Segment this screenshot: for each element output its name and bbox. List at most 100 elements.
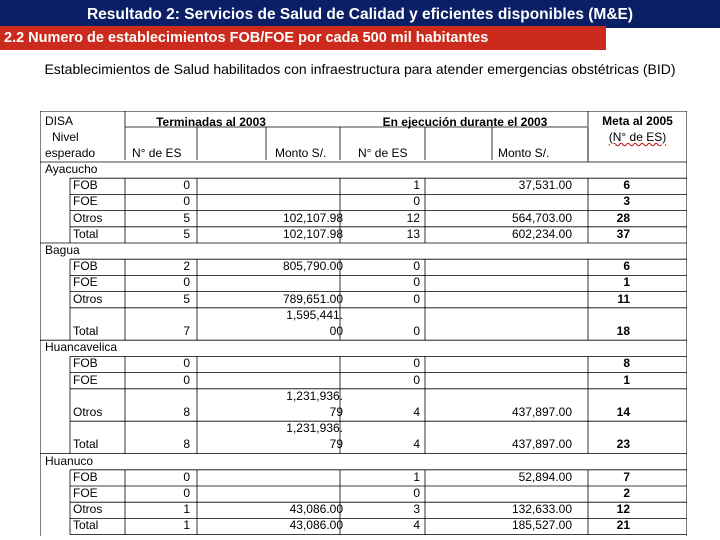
table-grid [40,111,687,536]
header-meta: Meta al 2005 [588,114,687,128]
row-label: Total [73,518,99,533]
group-label: Huanuco [45,453,94,468]
terminadas-n-es: 0 [183,469,190,484]
header-esperado: esperado [45,146,96,160]
title-bar: Resultado 2: Servicios de Salud de Calid… [0,0,720,28]
ejecucion-n-es: 0 [413,259,420,274]
subtitle-bar: 2.2 Numero de establecimientos FOB/FOE p… [0,26,606,50]
terminadas-monto-cont: 79 [329,405,343,419]
terminadas-monto: 102,107.98 [282,226,343,241]
header-monto-1: Monto S/. [275,146,327,160]
header-disa: DISA [45,114,74,128]
meta-value: 2 [623,486,630,500]
meta-value: 1 [623,275,630,290]
header-n-es-1: N° de ES [132,146,182,160]
meta-value: 6 [623,259,630,274]
terminadas-monto: 1,231,936. [286,421,343,436]
terminadas-n-es: 0 [183,275,190,290]
row-label: FOE [73,194,98,209]
meta-value: 23 [616,437,630,452]
terminadas-n-es: 8 [183,437,190,452]
meta-value: 21 [616,518,630,533]
header-terminadas: Terminadas al 2003 [156,115,266,129]
ejecucion-monto: 602,234.00 [511,226,572,241]
row-label: FOE [73,275,98,290]
terminadas-n-es: 1 [183,502,190,517]
row-label: Otros [73,210,103,225]
terminadas-n-es: 0 [183,178,190,193]
header-en-ejecucion: En ejecución durante el 2003 [382,115,548,129]
terminadas-monto-cont: 79 [329,437,343,452]
terminadas-n-es: 8 [183,405,190,419]
terminadas-n-es: 7 [183,324,190,338]
row-label: FOE [73,372,98,387]
ejecucion-monto: 37,531.00 [518,178,572,193]
data-table: DISA Nivel esperado Terminadas al 2003 E… [40,111,687,536]
ejecucion-monto: 132,633.00 [511,502,572,517]
ejecucion-monto: 437,897.00 [511,437,572,452]
ejecucion-n-es: 1 [413,469,420,484]
row-label: Otros [73,502,103,517]
terminadas-monto: 1,595,441. [286,307,343,322]
ejecucion-n-es: 0 [413,194,420,209]
row-label: Otros [73,405,103,419]
slide-title: Resultado 2: Servicios de Salud de Calid… [86,6,634,23]
header-meta-sub: (N° de ES) [588,130,687,144]
meta-value: 18 [616,324,630,338]
header-meta-line1: Meta al 2005 [602,114,673,128]
meta-value: 28 [616,210,630,225]
row-label: FOB [73,178,98,193]
group-label: Bagua [45,243,80,257]
terminadas-monto: 1,231,936. [286,388,343,403]
group-label: Huancavelica [45,340,118,355]
table-caption: Establecimientos de Salud habilitados co… [44,61,676,77]
terminadas-monto: 43,086.00 [289,502,343,517]
row-label: FOB [73,259,98,274]
header-monto-2: Monto S/. [498,146,550,160]
meta-value: 14 [616,405,630,419]
terminadas-n-es: 0 [183,356,190,371]
ejecucion-n-es: 13 [406,226,420,241]
slide-subtitle: 2.2 Numero de establecimientos FOB/FOE p… [4,30,489,46]
row-label: Total [73,324,99,338]
ejecucion-n-es: 0 [413,356,420,371]
terminadas-n-es: 1 [183,518,190,533]
ejecucion-n-es: 0 [413,291,420,306]
meta-value: 12 [616,502,630,517]
terminadas-monto: 43,086.00 [289,518,343,533]
terminadas-monto: 789,651.00 [282,291,343,306]
terminadas-n-es: 0 [183,486,190,500]
terminadas-n-es: 2 [183,259,190,274]
row-label: Total [73,226,99,241]
group-label: Ayacucho [45,162,98,176]
terminadas-n-es: 0 [183,372,190,387]
ejecucion-n-es: 3 [413,502,420,517]
ejecucion-n-es: 0 [413,324,420,338]
row-label: FOE [73,486,98,500]
meta-value: 1 [623,372,630,387]
meta-value: 6 [623,178,630,193]
terminadas-monto: 805,790.00 [282,259,343,274]
ejecucion-n-es: 0 [413,372,420,387]
ejecucion-monto: 185,527.00 [511,518,572,533]
meta-value: 3 [623,194,630,209]
ejecucion-n-es: 0 [413,486,420,500]
row-label: Otros [73,291,103,306]
terminadas-n-es: 5 [183,226,190,241]
ejecucion-n-es: 4 [413,518,420,533]
ejecucion-n-es: 4 [413,437,420,452]
meta-value: 7 [623,469,630,484]
terminadas-n-es: 5 [183,291,190,306]
row-label: FOB [73,356,98,371]
header-n-es-2: N° de ES [358,146,408,160]
terminadas-monto: 102,107.98 [282,210,343,225]
row-label: FOB [73,469,98,484]
terminadas-n-es: 0 [183,194,190,209]
ejecucion-monto: 52,894.00 [518,469,572,484]
ejecucion-n-es: 4 [413,405,420,419]
ejecucion-monto: 437,897.00 [511,405,572,419]
ejecucion-n-es: 1 [413,178,420,193]
terminadas-n-es: 5 [183,210,190,225]
meta-value: 8 [623,356,630,371]
terminadas-monto-cont: 00 [329,324,343,338]
